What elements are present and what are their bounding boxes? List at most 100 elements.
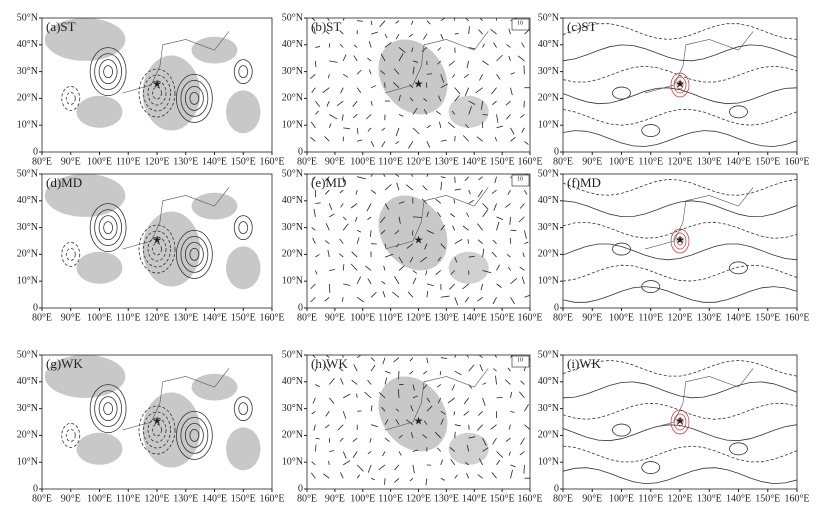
wind-vector [325,30,330,35]
wind-vector [370,364,376,372]
contour [563,23,797,40]
contour [563,178,797,196]
wind-vector [384,203,390,210]
lat-label: 20°N [282,249,303,260]
wind-vector [350,203,358,209]
wind-vector [508,55,511,62]
lon-label: 100°E [609,312,634,323]
wind-vector [367,464,372,473]
wind-vector [510,355,513,358]
wind-vector [453,198,456,204]
panel-body: ★ [563,178,797,303]
wind-vector [379,20,386,28]
contour [65,428,76,442]
wind-vector [323,473,330,479]
shading [142,55,201,131]
wind-vector [492,437,497,445]
wind-vector [369,437,372,443]
wind-vector [454,355,457,358]
wind-vector [325,223,330,231]
wind-vector [425,478,428,486]
star: ★ [152,79,162,91]
shading [76,432,123,465]
lon-label: 160°E [517,493,542,504]
lat-label: 20°N [538,430,559,441]
contour [563,381,797,399]
wind-vector [468,26,470,35]
contour [147,417,167,443]
lon-label: 80°E [297,156,317,167]
wind-vector [356,276,362,285]
wind-vector [343,283,351,286]
lat-label: 30°N [538,403,559,414]
lon-label: 90°E [325,493,345,504]
wind-vector [315,46,321,48]
lon-label: 90°E [61,156,81,167]
contour [180,416,209,454]
wind-vector [439,121,442,128]
wind-vector [412,449,419,452]
wind-vector [440,74,445,83]
wind-vector [339,253,344,258]
wind-vector [366,203,372,212]
wind-vector [314,444,317,452]
wind-vector [440,410,446,415]
contour [184,86,204,111]
wind-vector [356,474,361,479]
wind-vector [506,44,511,48]
lon-label: 140°E [462,312,487,323]
wind-vector [451,384,456,391]
lat-label: 20°N [282,93,303,104]
contour [65,92,76,105]
wind-vector [482,382,487,385]
lat-label: 20°N [17,93,38,104]
wind-vector [468,47,476,50]
shading [76,95,123,128]
wind-vector [440,357,448,359]
contour [563,286,797,303]
wind-vector [340,203,344,208]
lon-label: 130°E [697,312,722,323]
wind-vector [521,42,525,48]
panel: ★ (d)MD 0 10°N 20°N 30°N 40°N 50°N 80°E 90°E 100°E… [17,168,285,323]
wind-vector [462,283,469,290]
wind-vector [352,437,358,442]
lat-label: 40°N [17,195,38,206]
wind-vector [322,87,330,93]
wind-vector [398,94,401,102]
wind-vector [380,70,386,75]
wind-vector [452,74,456,78]
wind-vector [510,87,513,96]
wind-vector [507,266,511,271]
wind-vector [496,459,501,466]
wind-vector [496,125,504,129]
lon-label: 160°E [784,493,809,504]
lon-label: 110°E [116,493,141,504]
wind-vector [437,397,442,404]
wind-vector [370,424,378,428]
wind-vector [341,297,344,302]
wind-vector [440,418,444,425]
lat-label: 40°N [17,376,38,387]
lon-label: 130°E [434,312,459,323]
contour [563,221,797,239]
wind-vector [342,355,344,358]
contour [98,59,118,84]
wind-vector [440,83,448,89]
wind-vector [398,434,403,439]
coastline [644,31,754,94]
wind-vector [394,229,400,235]
contour [89,203,127,253]
lon-label: 90°E [325,156,345,167]
wind-vector [395,33,400,40]
wind-vector [342,451,347,459]
wind-vector [328,123,332,129]
wind-vector [393,68,400,75]
wind-vector [496,221,500,231]
wind-vector [315,384,320,388]
wind-vector [426,124,431,129]
wind-vector [454,370,462,376]
wind-vector [423,98,428,102]
lat-label: 50°N [538,12,559,23]
wind-vector [491,472,497,479]
